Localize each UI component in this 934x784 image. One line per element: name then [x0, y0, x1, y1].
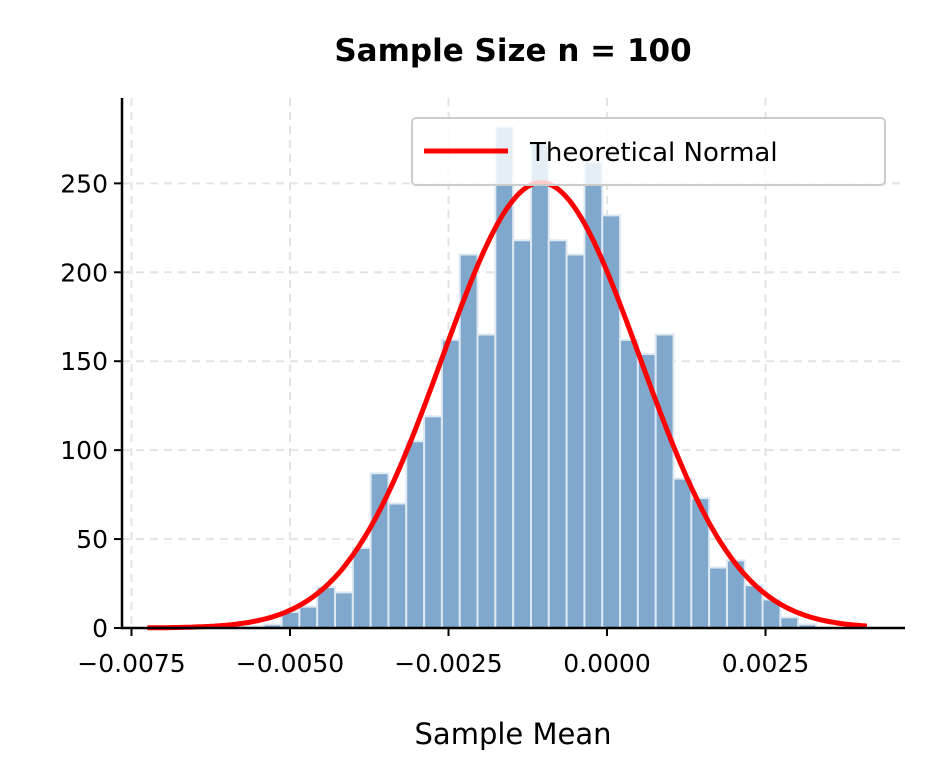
- histogram-bar: [529, 143, 550, 629]
- normal-curve-line: [147, 180, 868, 631]
- y-tick-label: 100: [60, 436, 108, 465]
- normal-curve: [147, 180, 868, 631]
- histogram-bar: [654, 333, 675, 629]
- legend: Theoretical Normal: [411, 117, 886, 186]
- chart-title: Sample Size n = 100: [334, 33, 691, 69]
- legend-box: [411, 117, 886, 186]
- histogram-bars: [155, 125, 818, 630]
- x-tick-label: −0.0050: [236, 649, 344, 678]
- histogram-bar: [708, 566, 728, 630]
- histogram-bar: [298, 605, 319, 629]
- x-tick-label: 0.0000: [563, 649, 650, 678]
- x-tick-label: −0.0025: [394, 649, 502, 678]
- ticks: −0.0075 −0.0050 −0.0025 0.0000 0.0025 0 50 100 1…: [60, 169, 809, 678]
- y-tick-label: 50: [76, 525, 108, 554]
- histogram-bar: [672, 477, 693, 629]
- histogram-bar: [405, 440, 426, 629]
- x-tick-label: 0.0025: [722, 649, 809, 678]
- histogram-bar: [387, 502, 408, 629]
- axes: [120, 98, 905, 630]
- histogram-bar: [619, 338, 639, 629]
- histogram-bar: [476, 333, 497, 629]
- histogram-bar: [458, 253, 479, 629]
- histogram-bar: [547, 239, 568, 629]
- y-tick-label: 150: [60, 347, 108, 376]
- y-tick-label: 250: [60, 169, 108, 198]
- histogram-bar: [440, 338, 461, 629]
- histogram-bar: [779, 616, 800, 629]
- histogram-bar: [565, 253, 586, 629]
- x-tick-label: −0.0075: [77, 649, 185, 678]
- x-axis-label: Sample Mean: [415, 717, 612, 751]
- legend-label: Theoretical Normal: [529, 138, 778, 168]
- histogram-bar: [334, 591, 354, 629]
- y-tick-label: 200: [60, 258, 108, 287]
- histogram-bar: [512, 239, 532, 629]
- histogram-bar: [351, 546, 372, 629]
- y-tick-label: 0: [92, 614, 108, 643]
- histogram-bar: [423, 415, 443, 630]
